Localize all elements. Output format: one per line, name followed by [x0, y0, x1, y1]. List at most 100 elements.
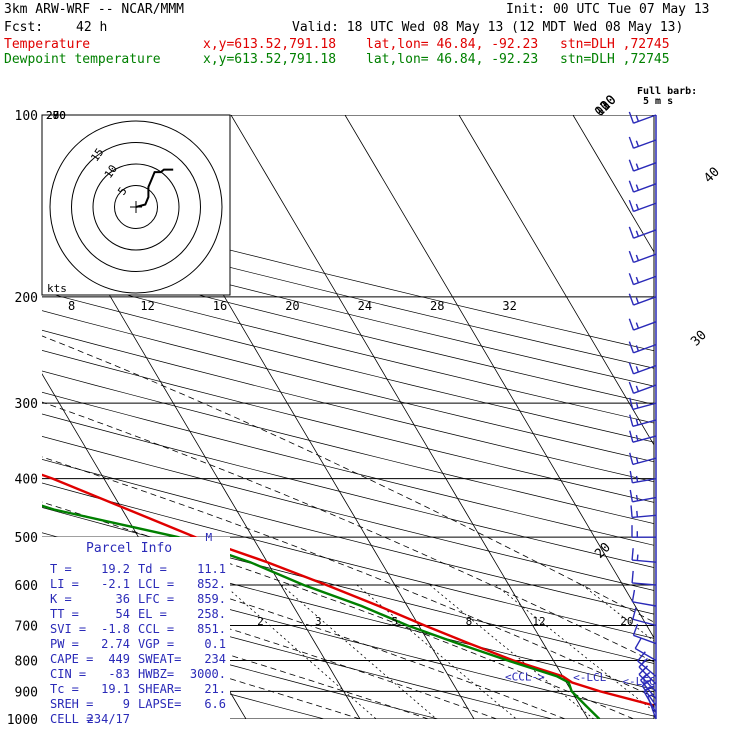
- wind-barb: [632, 435, 657, 443]
- pressure-tick-label: 800: [15, 654, 38, 669]
- wind-barb: [633, 183, 657, 193]
- wind-barb-flag: [628, 111, 635, 124]
- wind-barb: [632, 496, 657, 503]
- forecast-label: Fcst:: [4, 20, 44, 35]
- xy-readout-temp: x,y=613.52,791.18: [203, 37, 337, 52]
- wind-barb: [633, 202, 657, 213]
- wind-barb-flag: [635, 366, 640, 373]
- dry-adiabat: [42, 458, 654, 615]
- wind-barb-flag: [628, 226, 635, 239]
- dry-adiabat: [42, 507, 654, 664]
- parcel-field-label: LI =: [50, 577, 79, 591]
- wind-barb-flag: [631, 548, 634, 561]
- parcel-field-value: -2.1: [101, 577, 130, 591]
- header: 3km ARW-WRF -- NCAR/MMM Init: 00 UTC Tue…: [0, 0, 740, 70]
- isentrope-label: 270: [46, 109, 66, 122]
- dry-adiabat: [42, 254, 654, 405]
- latlon-readout-temp: lat,lon= 46.84, -92.23: [366, 37, 539, 52]
- wind-barb: [641, 685, 657, 706]
- parcel-field-label: SVI =: [50, 622, 86, 636]
- mixing-ratio-label: 12: [532, 615, 545, 628]
- mixing-ratio-line: [429, 584, 595, 719]
- wind-key: Full barb: 5 m s: [637, 86, 697, 107]
- parcel-field-label: SWEAT=: [138, 652, 181, 666]
- wind-barb: [633, 296, 657, 306]
- pressure-tick-label: 100: [15, 109, 38, 124]
- parcel-field-value: 19.1: [101, 682, 130, 696]
- isotherm-label: 40: [701, 165, 723, 187]
- parcel-field-value: -83: [108, 667, 130, 681]
- wind-barb-flag: [628, 199, 635, 212]
- xy-readout-dew: x,y=613.52,791.18: [203, 52, 337, 67]
- wind-barb-flag: [629, 430, 634, 443]
- mixing-ratio-label: 3: [315, 615, 322, 628]
- parcel-field-label: LCL =: [138, 577, 174, 591]
- mixing-ratio-label: 8: [466, 615, 473, 628]
- isentrope-label: 280: [46, 109, 66, 122]
- speed-axis-label: 20: [285, 299, 299, 313]
- parcel-field-label: CAPE =: [50, 652, 93, 666]
- parcel-field-value: 258.: [197, 607, 226, 621]
- wind-barb: [638, 666, 657, 685]
- wind-barb-flag: [631, 570, 634, 583]
- parcel-field-label: EL =: [138, 607, 167, 621]
- parcel-field-label: CIN =: [50, 667, 86, 681]
- parcel-field-value: 851.: [197, 622, 226, 636]
- wind-barb: [632, 402, 657, 411]
- wind-barb-flag: [641, 659, 647, 665]
- speed-axis-label: 12: [140, 299, 154, 313]
- parcel-panel-bg: [42, 537, 230, 719]
- wind-barb: [633, 343, 657, 354]
- dry-adiabat: [42, 413, 654, 568]
- pressure-tick-label: 900: [15, 685, 38, 700]
- wind-barb-flag: [635, 115, 640, 122]
- isentrope-label: 290: [46, 109, 66, 122]
- parcel-field-label: CELL =: [50, 712, 93, 726]
- mixing-ratio-line: [356, 584, 517, 719]
- parcel-field-label: TT =: [50, 607, 79, 621]
- wind-barb: [640, 679, 657, 699]
- wind-barb-flag: [635, 494, 639, 501]
- hodograph-trace: [135, 168, 174, 208]
- speed-axis-label: 28: [430, 299, 444, 313]
- pressure-tick-label: 400: [15, 473, 38, 488]
- mixing-ratio-label: 2: [257, 615, 264, 628]
- wind-barb-flag: [635, 140, 640, 147]
- wind-barb: [632, 457, 657, 466]
- wind-barb-flag: [635, 297, 640, 304]
- wind-barb: [633, 139, 657, 149]
- forecast-hour: 42 h: [76, 20, 108, 35]
- pressure-tick-label: 500: [15, 531, 38, 546]
- parcel-field-value: 2.74: [101, 637, 130, 651]
- parcel-field-label: Tc =: [50, 682, 79, 696]
- parcel-field-label: CCL =: [138, 622, 174, 636]
- hodograph-ring-label: 15: [88, 146, 106, 164]
- wind-barb-flag: [635, 163, 640, 170]
- pressure-tick-label: 600: [15, 579, 38, 594]
- wind-barb-flag: [628, 318, 635, 331]
- dry-adiabat: [42, 435, 654, 591]
- wind-barb-flag: [636, 510, 639, 517]
- dry-adiabat: [42, 236, 654, 387]
- wind-barb-flag: [628, 341, 635, 354]
- parcel-field-label: SREH =: [50, 697, 93, 711]
- temperature-line: [42, 473, 654, 707]
- wind-barb: [633, 321, 657, 331]
- wind-barb: [637, 660, 657, 677]
- wind-key-line2: 5 m s: [643, 96, 673, 107]
- wind-barb-flag: [628, 273, 635, 285]
- wind-barb: [633, 364, 657, 375]
- wind-barb-flag: [629, 397, 634, 410]
- wind-barb-flag: [629, 414, 634, 427]
- dry-adiabat: [42, 218, 654, 369]
- mixing-ratio-label: 20: [620, 615, 633, 628]
- hodograph-ring-label: 10: [102, 163, 120, 181]
- dry-adiabat: [42, 291, 654, 443]
- wind-barb-flag: [642, 665, 648, 672]
- wind-barb-flag: [635, 322, 640, 329]
- latlon-readout-dew: lat,lon= 46.84, -92.23: [366, 52, 539, 67]
- wind-barb-flag: [628, 381, 635, 394]
- temperature-legend: Temperature: [4, 37, 91, 52]
